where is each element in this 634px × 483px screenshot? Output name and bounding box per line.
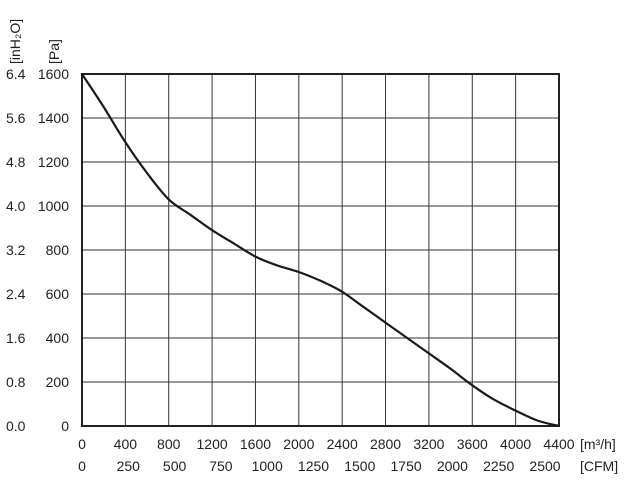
x-tick-label-m3h: 0 <box>78 436 86 452</box>
y-tick-label-inh2o: 6.4 <box>6 66 26 82</box>
x-tick-label-m3h: 2400 <box>327 436 358 452</box>
y-tick-label-pa: 1200 <box>38 154 69 170</box>
y-unit-inh2o: [inH₂O] <box>7 19 23 64</box>
x-tick-label-cfm: 2500 <box>529 458 560 474</box>
y-tick-label-pa: 0 <box>61 418 69 434</box>
y-tick-label-inh2o: 1.6 <box>6 330 26 346</box>
y-tick-label-pa: 1400 <box>38 110 69 126</box>
x-tick-label-cfm: 1000 <box>252 458 283 474</box>
y-tick-label-inh2o: 4.8 <box>6 154 26 170</box>
x-unit-cfm: [CFM] <box>580 458 618 474</box>
y-tick-label-inh2o: 5.6 <box>6 110 26 126</box>
y-tick-label-inh2o: 0.8 <box>6 374 26 390</box>
y-unit-pa: [Pa] <box>46 39 62 64</box>
x-tick-label-cfm: 2000 <box>437 458 468 474</box>
y-tick-label-pa: 1600 <box>38 66 69 82</box>
y-tick-label-pa: 400 <box>46 330 70 346</box>
x-tick-label-m3h: 4000 <box>500 436 531 452</box>
x-tick-label-m3h: 4400 <box>543 436 574 452</box>
x-tick-label-m3h: 400 <box>114 436 138 452</box>
y-tick-label-inh2o: 2.4 <box>6 286 26 302</box>
x-tick-label-m3h: 2000 <box>283 436 314 452</box>
x-tick-label-m3h: 2800 <box>370 436 401 452</box>
x-unit-m3h: [m³/h] <box>580 436 616 452</box>
x-tick-label-cfm: 750 <box>209 458 233 474</box>
x-tick-label-m3h: 3200 <box>413 436 444 452</box>
series-line <box>81 73 560 428</box>
y-tick-label-inh2o: 3.2 <box>6 242 26 258</box>
y-tick-label-inh2o: 4.0 <box>6 198 26 214</box>
x-tick-label-cfm: 1750 <box>391 458 422 474</box>
x-tick-label-cfm: 1500 <box>344 458 375 474</box>
y-tick-label-inh2o: 0.0 <box>6 418 26 434</box>
grid <box>82 74 559 426</box>
x-tick-label-cfm: 500 <box>163 458 187 474</box>
x-tick-label-m3h: 1600 <box>240 436 271 452</box>
y-tick-label-pa: 200 <box>46 374 70 390</box>
y-axis-inh2o-tick-labels: 0.0 0.8 1.6 2.4 3.2 4.0 4.8 5.6 6.4 <box>6 66 26 434</box>
x-axis-m3h-tick-labels: 0 400 800 1200 1600 2000 2400 2800 3200 3600 4000 4… <box>78 436 575 452</box>
x-tick-label-m3h: 3600 <box>457 436 488 452</box>
x-tick-label-cfm: 250 <box>117 458 141 474</box>
x-tick-label-cfm: 0 <box>78 458 86 474</box>
y-tick-label-pa: 800 <box>46 242 70 258</box>
x-axis-cfm-tick-labels: 0 250 500 750 1000 1250 1500 1750 2000 2250 2500 <box>78 458 561 474</box>
x-tick-label-cfm: 2250 <box>483 458 514 474</box>
x-tick-label-m3h: 1200 <box>197 436 228 452</box>
y-tick-label-pa: 1000 <box>38 198 69 214</box>
y-axis-pa-tick-labels: 0 200 400 600 800 1000 1200 1400 1600 <box>38 66 69 434</box>
y-tick-label-pa: 600 <box>46 286 70 302</box>
plot-frame <box>81 73 560 427</box>
x-tick-label-m3h: 800 <box>157 436 181 452</box>
x-tick-label-cfm: 1250 <box>298 458 329 474</box>
